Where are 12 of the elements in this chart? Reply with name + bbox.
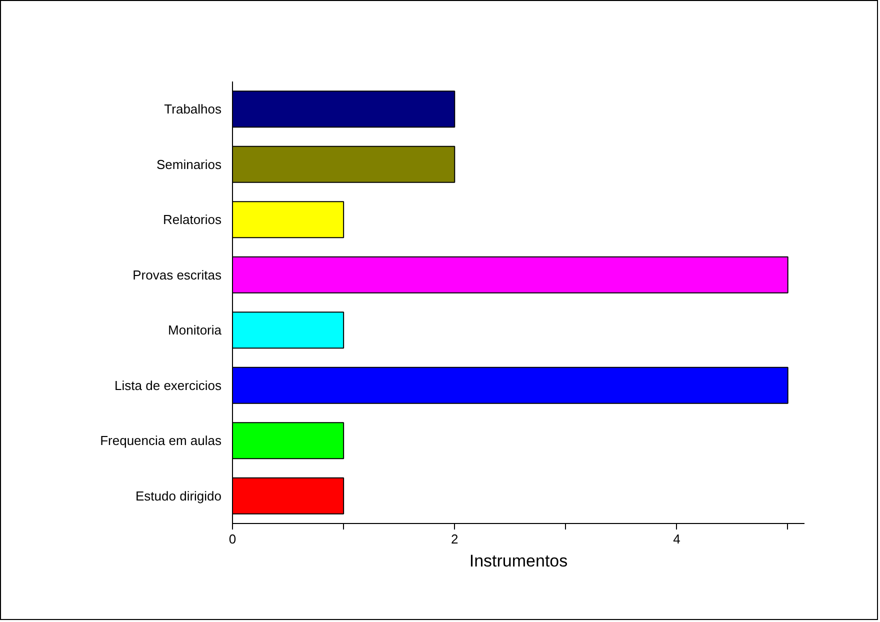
x-tick-label: 0 [228,532,236,546]
y-tick-label: Monitoria [168,322,222,338]
x-axis-title: Instrumentos [469,552,568,570]
y-tick-label: Estudo dirigido [136,488,222,504]
y-tick-label: Frequencia em aulas [100,433,222,448]
x-tick-label: 4 [673,532,680,546]
y-tick-label: Seminarios [156,156,222,172]
x-tick-label: 2 [451,532,458,546]
y-tick-label: Relatorios [162,212,222,228]
y-tick-label: Trabalhos [164,102,222,117]
y-tick-label: Lista de exercicios [114,378,222,393]
y-tick-label: Provas escritas [132,267,222,282]
